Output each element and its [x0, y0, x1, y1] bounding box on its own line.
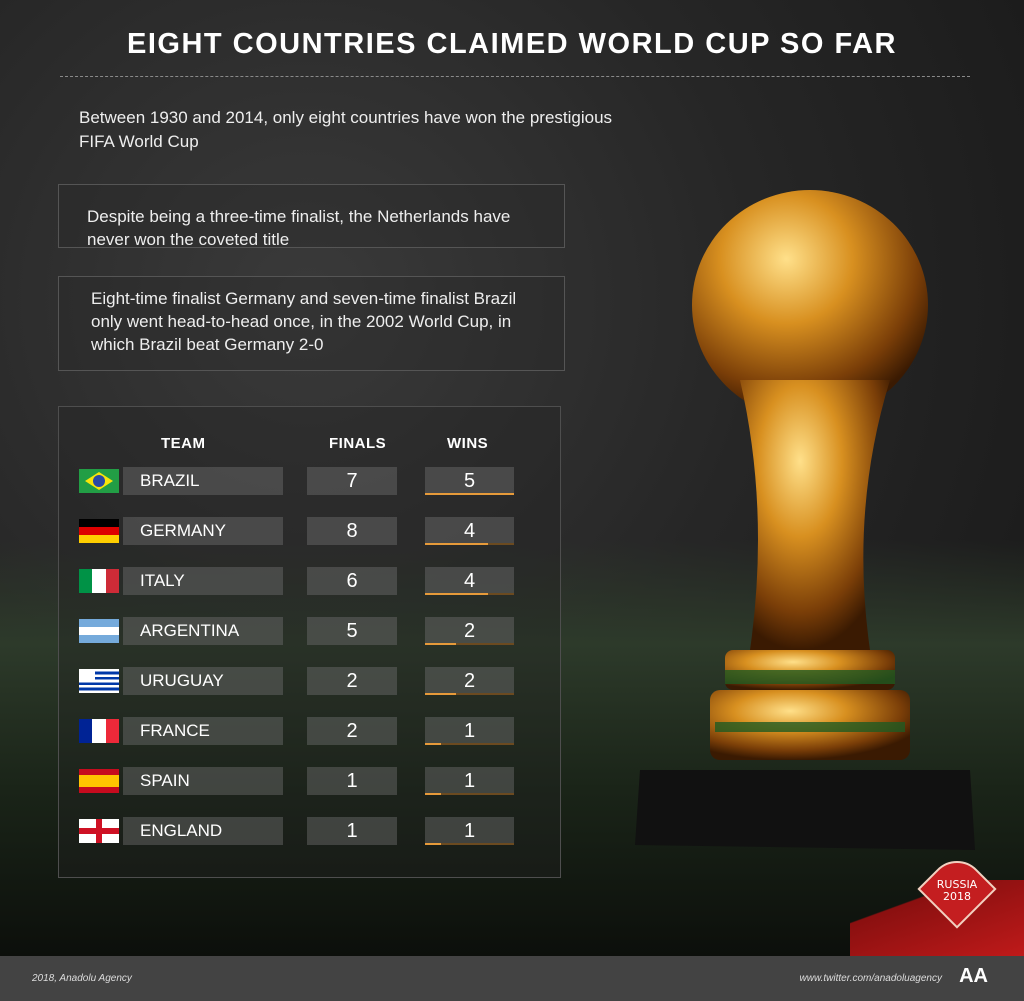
france-flag-icon: [79, 719, 119, 743]
table-row: BRAZIL 7 5: [59, 467, 560, 495]
table-row: FRANCE 2 1: [59, 717, 560, 745]
uruguay-flag-icon: [79, 669, 119, 693]
wins-count: 4: [425, 567, 514, 595]
wins-bar: [425, 843, 441, 845]
wins-value: 1: [463, 720, 476, 742]
note-text: Eight-time finalist Germany and seven-ti…: [91, 289, 517, 354]
wins-value: 4: [463, 520, 476, 542]
table-row: URUGUAY 2 2: [59, 667, 560, 695]
russia-2018-badge: RUSSIA 2018: [917, 849, 997, 943]
badge-line1: RUSSIA: [936, 878, 978, 891]
wins-bar: [425, 543, 488, 545]
footer: 2018, Anadolu Agency www.twitter.com/ana…: [0, 956, 1024, 1001]
wins-value: 5: [463, 470, 476, 492]
team-name: URUGUAY: [123, 667, 283, 695]
page-title: EIGHT COUNTRIES CLAIMED WORLD CUP SO FAR: [127, 28, 897, 60]
table-row: ENGLAND 1 1: [59, 817, 560, 845]
england-flag-icon: [79, 819, 119, 843]
finals-count: 7: [307, 467, 397, 495]
world-cup-trophy-image: [635, 190, 975, 850]
finals-count: 5: [307, 617, 397, 645]
note-box: Eight-time finalist Germany and seven-ti…: [58, 276, 565, 371]
brazil-flag-icon: [79, 469, 119, 493]
wins-bar: [425, 693, 457, 695]
aa-logo: AA: [959, 965, 988, 987]
team-name: BRAZIL: [123, 467, 283, 495]
note-box: Despite being a three-time finalist, the…: [58, 184, 565, 249]
wins-bar: [425, 493, 514, 495]
divider: [60, 76, 970, 77]
intro-text: Between 1930 and 2014, only eight countr…: [79, 108, 613, 151]
italy-flag-icon: [79, 569, 119, 593]
wins-value: 1: [463, 820, 476, 842]
wins-value: 4: [463, 570, 476, 592]
team-name: ENGLAND: [123, 817, 283, 845]
table-row: ITALY 6 4: [59, 567, 560, 595]
finals-count: 6: [307, 567, 397, 595]
table-row: GERMANY 8 4: [59, 517, 560, 545]
wins-count: 5: [425, 467, 514, 495]
wins-bar: [425, 743, 441, 745]
team-name: ITALY: [123, 567, 283, 595]
winners-table: TEAM FINALS WINS BRAZIL 7 5 GERMANY 8 4 …: [58, 406, 561, 878]
header-wins: WINS: [447, 435, 489, 452]
finals-count: 2: [307, 717, 397, 745]
header-finals: FINALS: [329, 435, 387, 452]
finals-count: 8: [307, 517, 397, 545]
wins-bar: [425, 593, 488, 595]
team-name: FRANCE: [123, 717, 283, 745]
wins-count: 1: [425, 717, 514, 745]
finals-count: 1: [307, 767, 397, 795]
wins-count: 4: [425, 517, 514, 545]
finals-count: 1: [307, 817, 397, 845]
wins-count: 2: [425, 667, 514, 695]
germany-flag-icon: [79, 519, 119, 543]
table-row: ARGENTINA 5 2: [59, 617, 560, 645]
wins-count: 1: [425, 767, 514, 795]
wins-bar: [425, 643, 457, 645]
wins-count: 1: [425, 817, 514, 845]
twitter-link[interactable]: www.twitter.com/anadoluagency: [799, 973, 942, 984]
team-name: SPAIN: [123, 767, 283, 795]
badge-line2: 2018: [943, 890, 971, 903]
note-text: Despite being a three-time finalist, the…: [87, 207, 511, 249]
wins-bar: [425, 793, 441, 795]
wins-value: 1: [463, 770, 476, 792]
finals-count: 2: [307, 667, 397, 695]
wins-value: 2: [463, 670, 476, 692]
argentina-flag-icon: [79, 619, 119, 643]
header-team: TEAM: [161, 435, 206, 452]
team-name: ARGENTINA: [123, 617, 283, 645]
team-name: GERMANY: [123, 517, 283, 545]
credit-text: 2018, Anadolu Agency: [32, 973, 132, 984]
table-row: SPAIN 1 1: [59, 767, 560, 795]
wins-value: 2: [463, 620, 476, 642]
wins-count: 2: [425, 617, 514, 645]
spain-flag-icon: [79, 769, 119, 793]
